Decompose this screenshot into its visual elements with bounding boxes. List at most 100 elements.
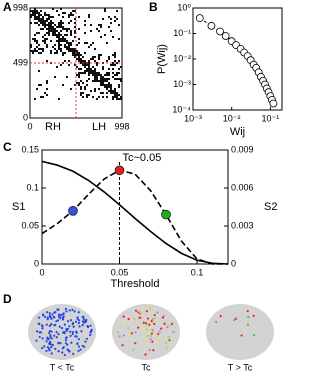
brain-dot <box>144 353 147 356</box>
matrix-texture <box>102 76 104 78</box>
matrix-texture <box>34 98 36 100</box>
matrix-texture <box>84 64 86 66</box>
matrix-texture <box>108 56 110 58</box>
brain-dot <box>41 337 44 340</box>
brain-dot <box>77 311 80 314</box>
matrix-texture <box>94 70 96 72</box>
matrix-texture <box>46 32 48 34</box>
matrix-texture <box>56 26 58 28</box>
matrix-texture <box>72 50 74 52</box>
brain-dot <box>139 312 142 316</box>
brain-dot <box>69 319 73 322</box>
matrix-texture <box>110 18 112 20</box>
matrix-texture <box>38 48 40 50</box>
matrix-texture <box>106 88 108 90</box>
matrix-texture <box>94 74 96 76</box>
matrix-texture <box>36 10 38 12</box>
matrix-texture <box>36 22 38 24</box>
brain-dot <box>63 323 67 326</box>
matrix-texture <box>62 40 64 42</box>
annotation: Tc~0.05 <box>123 152 162 164</box>
matrix-texture <box>34 38 36 40</box>
matrix-texture <box>110 86 112 88</box>
matrix-texture <box>46 44 48 46</box>
matrix-texture <box>100 92 102 94</box>
brain-dot <box>45 349 48 352</box>
brain-dot <box>76 342 79 345</box>
matrix-texture <box>58 14 60 16</box>
brain-dot <box>54 323 57 327</box>
matrix-texture <box>46 38 48 40</box>
x-label: RH <box>45 121 61 133</box>
brain-dot <box>65 329 68 333</box>
matrix-texture <box>94 80 96 82</box>
matrix-texture <box>96 62 98 64</box>
matrix-texture <box>70 14 72 16</box>
matrix-texture <box>44 42 46 44</box>
brain-dot <box>48 332 51 335</box>
matrix-texture <box>32 10 34 12</box>
brain-dot <box>76 316 79 319</box>
matrix-texture <box>102 18 104 20</box>
matrix-texture <box>114 52 116 54</box>
brain-dot <box>122 334 126 337</box>
brain-dot <box>49 343 53 346</box>
brain-dot <box>145 328 149 331</box>
matrix-texture <box>86 70 88 72</box>
brain-dot <box>77 319 81 322</box>
matrix-texture <box>102 80 104 82</box>
matrix-texture <box>96 76 98 78</box>
marker <box>114 165 125 176</box>
matrix-texture <box>114 64 116 66</box>
brain-dot <box>48 314 51 317</box>
matrix-texture <box>46 18 48 20</box>
brain-dot <box>90 328 93 331</box>
brain-dot <box>240 334 243 337</box>
y-tick-label: 998 <box>13 2 28 12</box>
series-line <box>41 169 228 265</box>
brain-dot <box>246 323 250 326</box>
brain-dot <box>130 332 133 335</box>
brain-dot <box>71 321 75 325</box>
brain-dot <box>148 348 151 352</box>
y-tick-label: 10⁰ <box>177 2 191 12</box>
matrix-texture <box>112 92 114 94</box>
matrix-texture <box>66 42 68 44</box>
matrix-texture <box>42 40 44 42</box>
matrix-texture <box>88 60 90 62</box>
matrix-texture <box>118 84 120 86</box>
x-tick-label: 10⁻¹ <box>261 113 279 123</box>
matrix-texture <box>104 8 106 10</box>
matrix-texture <box>48 26 50 28</box>
matrix-texture <box>42 18 44 20</box>
brain-dot <box>84 340 87 343</box>
matrix-texture <box>68 28 70 30</box>
matrix-texture <box>88 66 90 68</box>
brain-dot <box>40 347 44 350</box>
brain-dot <box>50 346 53 349</box>
matrix-texture <box>32 50 34 52</box>
matrix-texture <box>90 70 92 72</box>
brain-dot <box>50 337 53 340</box>
matrix-texture <box>116 92 118 94</box>
brain-dot <box>149 327 152 330</box>
brain-dot <box>59 342 62 345</box>
matrix-texture <box>38 18 40 20</box>
brain-dot <box>55 336 58 339</box>
point <box>269 99 278 108</box>
matrix-texture <box>74 18 76 20</box>
matrix-texture <box>72 54 74 56</box>
matrix-texture <box>120 78 122 80</box>
y-axis-label: P(Wij) <box>156 44 168 74</box>
matrix-texture <box>52 26 54 28</box>
matrix-texture <box>40 22 42 24</box>
brain-dot <box>134 342 137 345</box>
matrix-texture <box>70 20 72 22</box>
matrix-texture <box>78 76 80 78</box>
matrix-texture <box>44 14 46 16</box>
brain-dot <box>86 324 89 328</box>
matrix-texture <box>78 82 80 84</box>
matrix-texture <box>92 96 94 98</box>
line <box>199 17 274 104</box>
brain-dot <box>157 332 160 336</box>
